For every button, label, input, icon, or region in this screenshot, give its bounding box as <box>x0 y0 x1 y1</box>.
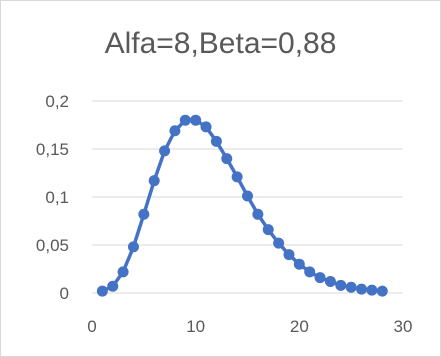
y-tick-label: 0,15 <box>36 140 69 159</box>
y-tick-label: 0 <box>60 284 69 303</box>
data-point <box>283 249 294 260</box>
x-tick-label: 30 <box>394 317 413 336</box>
data-point <box>149 175 160 186</box>
data-point <box>263 224 274 235</box>
tick-labels: 0 0,05 0,1 0,15 0,2 0 10 20 30 <box>36 92 413 336</box>
data-point <box>169 125 180 136</box>
data-point <box>294 259 305 270</box>
data-point <box>107 281 118 292</box>
data-point <box>356 284 367 295</box>
series <box>97 115 388 297</box>
data-point <box>242 191 253 202</box>
data-point <box>190 115 201 126</box>
data-point <box>273 238 284 249</box>
data-point <box>232 171 243 182</box>
data-point <box>221 153 232 164</box>
data-point <box>128 241 139 252</box>
y-tick-label: 0,05 <box>36 236 69 255</box>
data-point <box>325 276 336 287</box>
data-point <box>315 272 326 283</box>
data-point <box>377 286 388 297</box>
data-point <box>335 280 346 291</box>
y-tick-label: 0,1 <box>45 188 69 207</box>
data-point <box>304 266 315 277</box>
data-point <box>211 136 222 147</box>
y-tick-label: 0,2 <box>45 92 69 111</box>
x-tick-label: 0 <box>87 317 96 336</box>
data-point <box>97 286 108 297</box>
x-tick-label: 10 <box>186 317 205 336</box>
series-line <box>102 120 382 291</box>
data-point <box>252 209 263 220</box>
data-point <box>201 121 212 132</box>
x-tick-label: 20 <box>290 317 309 336</box>
data-point <box>138 209 149 220</box>
data-point <box>346 282 357 293</box>
data-point <box>180 115 191 126</box>
data-point <box>118 266 129 277</box>
data-point <box>159 145 170 156</box>
data-point <box>366 285 377 296</box>
